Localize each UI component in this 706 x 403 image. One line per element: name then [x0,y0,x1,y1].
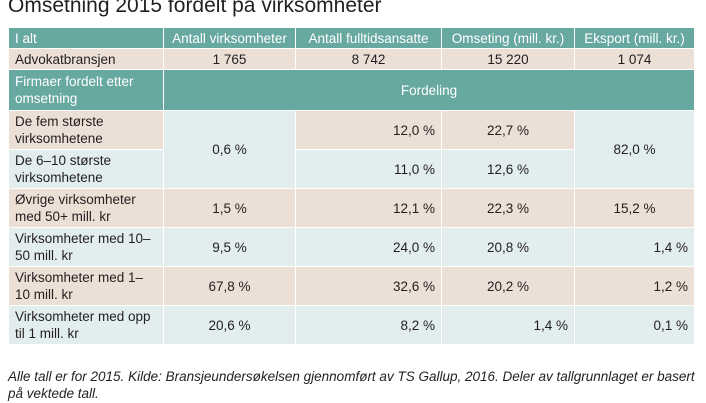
cell-omseting: 22,3 % [441,188,575,228]
row-label: Virksomheter med 10–50 mill. kr [8,227,164,267]
cell-ansatte: 11,0 % [295,149,442,189]
cell-omseting: 20,8 % [441,227,575,267]
table-row: Virksomheter med opp til 1 mill. kr 20,6… [8,305,695,345]
table-row: Øvrige virksomheter med 50+ mill. kr 1,5… [8,188,695,228]
cell-ansatte: 32,6 % [295,266,442,306]
cell-omseting: 20,2 % [441,266,575,306]
footnote: Alle tall er for 2015. Kilde: Bransjeund… [8,369,695,401]
cell-ansatte: 8,2 % [295,305,442,345]
cell-virksomheter: 20,6 % [163,305,296,345]
table-row: De 6–10 største virksomhetene 11,0 % 12,… [8,149,695,189]
cell-eksport: 1,2 % [574,266,695,306]
cell-ansatte: 12,1 % [295,188,442,228]
cell-eksport: 15,2 % [574,188,695,228]
cell-omseting: 1,4 % [441,305,575,345]
row-label: Virksomheter med 1–10 mill. kr [8,266,164,306]
cell-top10-virksomheter: 0,6 % [163,110,296,189]
col-header-omseting: Omseting (mill. kr.) [441,27,575,49]
cell-virksomheter: 67,8 % [163,266,296,306]
cell-ansatte: 12,0 % [295,110,442,150]
table-row: Virksomheter med 10–50 mill. kr 9,5 % 24… [8,227,695,267]
header-row: I alt Antall virksomheter Antall fulltid… [8,27,695,49]
subheader-fordeling: Fordeling [163,69,695,111]
col-header-eksport: Eksport (mill. kr.) [574,27,695,49]
cell-omseting: 12,6 % [441,149,575,189]
row-label: De 6–10 største virksomhetene [8,149,164,189]
col-header-antall-virksomheter: Antall virksomheter [163,27,296,49]
cell-eksport: 0,1 % [574,305,695,345]
cell-virksomheter: 9,5 % [163,227,296,267]
row-label: Advokatbransjen [8,48,164,70]
cell-top10-eksport: 82,0 % [574,110,695,189]
cell-antall-virksomheter: 1 765 [163,48,296,70]
cell-ansatte: 24,0 % [295,227,442,267]
row-label: De fem største virksomhetene [8,110,164,150]
table-row: De fem største virksomhetene 0,6 % 12,0 … [8,110,695,189]
cell-eksport: 1,4 % [574,227,695,267]
col-header-i-alt: I alt [8,27,164,49]
table-title: Omsetning 2015 fordelt på virksomheter [8,0,382,17]
table-row-advokatbransjen: Advokatbransjen 1 765 8 742 15 220 1 074 [8,48,695,70]
cell-antall-fulltidsansatte: 8 742 [295,48,442,70]
omsetning-table: I alt Antall virksomheter Antall fulltid… [8,27,695,345]
subheader-label: Firmaer fordelt etter omsetning [8,69,164,111]
cell-virksomheter: 1,5 % [163,188,296,228]
row-label: Virksomheter med opp til 1 mill. kr [8,305,164,345]
cell-omseting: 22,7 % [441,110,575,150]
col-header-antall-fulltidsansatte: Antall fulltidsansatte [295,27,442,49]
table-row: Virksomheter med 1–10 mill. kr 67,8 % 32… [8,266,695,306]
row-label: Øvrige virksomheter med 50+ mill. kr [8,188,164,228]
cell-omseting: 15 220 [441,48,575,70]
subheader-row: Firmaer fordelt etter omsetning Fordelin… [8,69,695,111]
cell-eksport: 1 074 [574,48,695,70]
